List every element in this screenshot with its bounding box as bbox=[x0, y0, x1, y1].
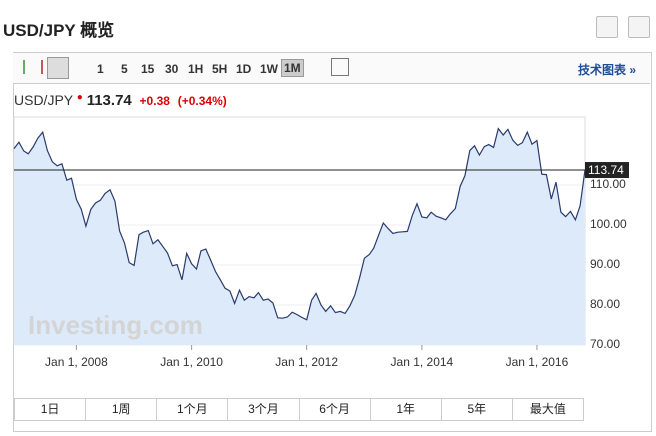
range-button[interactable]: 1个月 bbox=[157, 399, 229, 420]
reference-label-bg bbox=[585, 162, 629, 179]
interval-button[interactable]: 5H bbox=[212, 62, 228, 76]
y-tick-label: 110.00 bbox=[590, 177, 626, 191]
change-pct: (+0.34%) bbox=[177, 94, 227, 108]
x-tick-label: Jan 1, 2012 bbox=[275, 355, 338, 369]
info-icon[interactable] bbox=[628, 16, 650, 38]
range-button[interactable]: 6个月 bbox=[300, 399, 371, 420]
y-tick-label: 80.00 bbox=[590, 297, 620, 311]
interval-button[interactable]: 1D bbox=[236, 62, 252, 76]
settings-icon[interactable] bbox=[331, 58, 349, 76]
interval-button[interactable]: 1M bbox=[281, 59, 304, 77]
x-tick-label: Jan 1, 2010 bbox=[160, 355, 223, 369]
line bbox=[13, 127, 586, 321]
technical-link[interactable]: 技术图表 » bbox=[577, 63, 636, 77]
range-button[interactable]: 5年 bbox=[442, 399, 513, 420]
page-title: USD/JPY 概览 bbox=[3, 21, 115, 40]
range-button[interactable]: 1周 bbox=[86, 399, 158, 420]
line-icon[interactable] bbox=[47, 57, 69, 79]
interval-button[interactable]: 5 bbox=[121, 62, 128, 76]
toolbar: 技术图表 » 1 5 15 30 1H 5H 1D 1W 1M bbox=[13, 53, 650, 84]
range-button[interactable]: 1年 bbox=[371, 399, 442, 420]
range-button[interactable]: 1日 bbox=[15, 399, 87, 420]
mail-icon[interactable] bbox=[596, 16, 618, 38]
y-tick-label: 90.00 bbox=[590, 257, 620, 271]
range-button[interactable]: 3个月 bbox=[228, 399, 300, 420]
x-tick-label: Jan 1, 2016 bbox=[506, 355, 569, 369]
y-tick-label: 70.00 bbox=[590, 337, 620, 351]
range-bar: 1日 1周 1个月 3个月 6个月 1年 5年 最大值 bbox=[14, 398, 584, 421]
range-button[interactable]: 最大值 bbox=[529, 402, 566, 416]
candle-icon[interactable] bbox=[23, 60, 43, 74]
interval-button[interactable]: 1W bbox=[260, 62, 278, 76]
y-tick-label: 100.00 bbox=[590, 217, 627, 231]
area bbox=[14, 128, 585, 345]
interval-button[interactable]: 1H bbox=[188, 62, 204, 76]
x-tick-label: Jan 1, 2008 bbox=[45, 355, 108, 369]
watermark: Investing.com bbox=[28, 310, 203, 340]
x-tick-label: Jan 1, 2014 bbox=[391, 355, 454, 369]
interval-button[interactable]: 1 bbox=[97, 62, 104, 76]
change: +0.38 bbox=[139, 94, 170, 108]
reference-label: 113.74 bbox=[588, 163, 624, 177]
symbol: USD/JPY bbox=[14, 92, 73, 108]
interval-button[interactable]: 15 bbox=[141, 62, 155, 76]
quote: USD/JPY ● 113.74 +0.38 (+0.34%) bbox=[14, 92, 227, 109]
interval-button[interactable]: 30 bbox=[165, 62, 179, 76]
price: 113.74 bbox=[86, 92, 132, 109]
live-dot: ● bbox=[76, 92, 83, 103]
